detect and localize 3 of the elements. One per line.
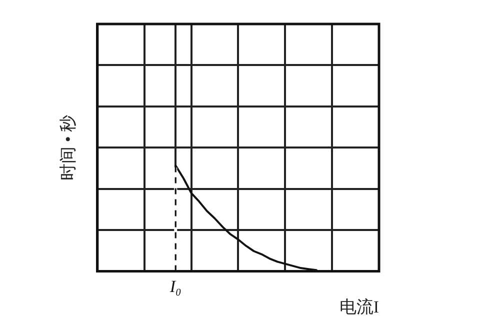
y-axis-title: 时间 • 秒 — [58, 114, 78, 180]
x-axis-title: 电流I — [339, 297, 380, 316]
text: I₀ — [168, 277, 182, 296]
